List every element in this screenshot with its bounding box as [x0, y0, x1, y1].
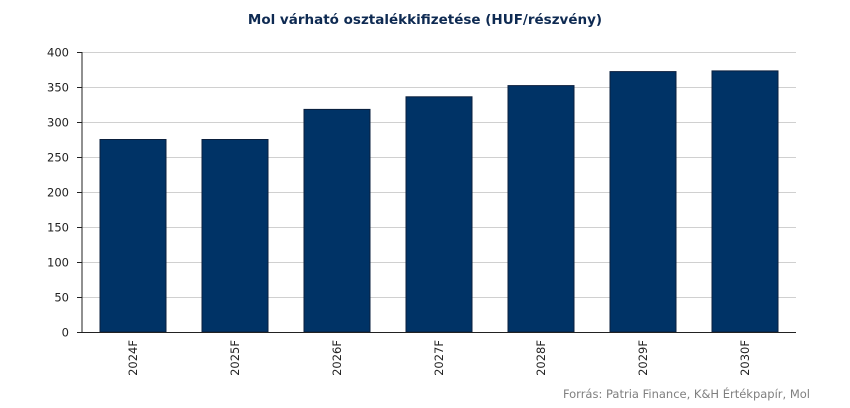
y-tick-label: 0 — [62, 326, 69, 340]
x-tick-label: 2029F — [636, 340, 650, 376]
y-tick-label: 300 — [47, 116, 69, 130]
x-tick-label: 2024F — [126, 340, 140, 376]
bar-2026F — [303, 108, 371, 333]
bar-2024F — [99, 139, 167, 333]
source-note: Forrás: Patria Finance, K&H Értékpapír, … — [563, 386, 810, 401]
x-tick-label: 2027F — [432, 340, 446, 376]
x-axis-tick-labels: 2024F 2025F 2026F 2027F 2028F 2029F 2030F — [126, 340, 752, 376]
y-axis-tick-labels: 0 50 100 150 200 250 300 350 400 — [47, 46, 82, 340]
x-tick-label: 2028F — [534, 340, 548, 376]
bar-2027F — [405, 96, 473, 333]
y-tick-label: 350 — [47, 81, 69, 95]
bar-2029F — [609, 71, 677, 333]
x-tick-label: 2030F — [738, 340, 752, 376]
chart-title: Mol várható osztalékkifizetése (HUF/rész… — [248, 12, 602, 28]
x-tick-label: 2026F — [330, 340, 344, 376]
y-tick-label: 100 — [47, 256, 69, 270]
y-tick-label: 150 — [47, 221, 69, 235]
bar-2025F — [201, 139, 269, 333]
bar-2030F — [711, 70, 779, 333]
y-tick-label: 250 — [47, 151, 69, 165]
y-tick-label: 400 — [47, 46, 69, 60]
y-tick-label: 50 — [54, 291, 69, 305]
bar-2028F — [507, 85, 575, 333]
x-tick-label: 2025F — [228, 340, 242, 376]
bars — [99, 70, 779, 333]
y-tick-label: 200 — [47, 186, 69, 200]
